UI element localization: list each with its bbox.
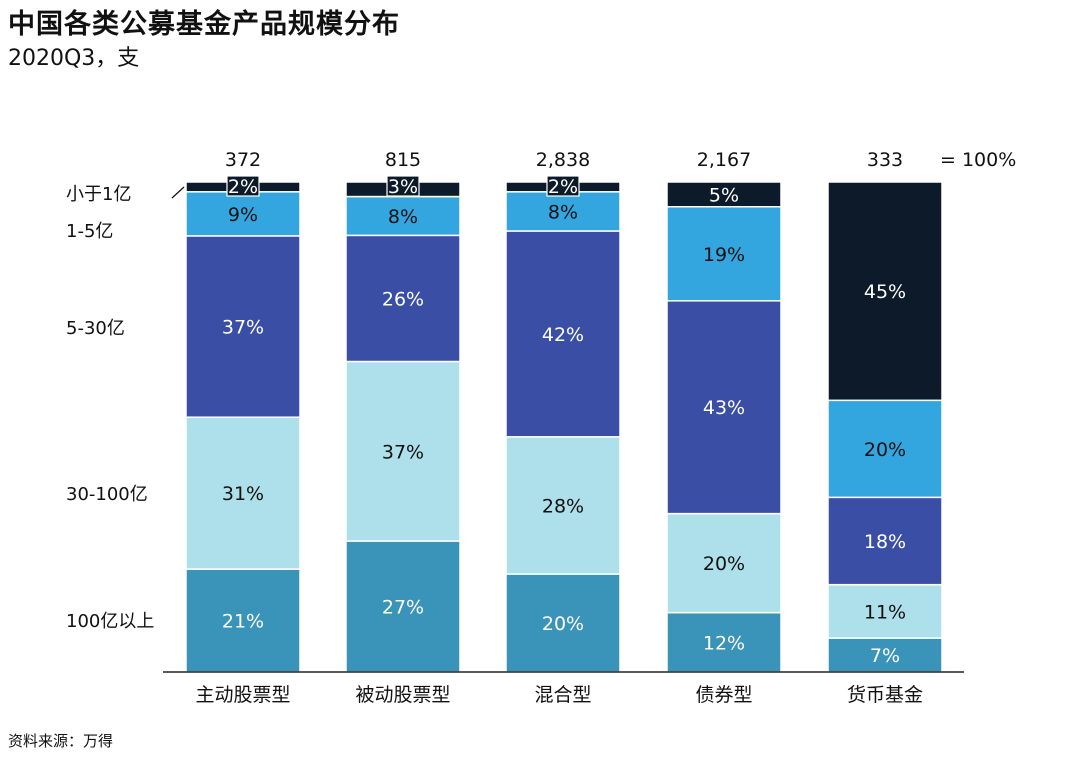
series-label: 1-5亿 (66, 221, 113, 242)
data-label: 8% (388, 206, 418, 228)
data-label: 42% (542, 324, 584, 346)
data-label: 21% (222, 611, 264, 633)
data-label: 20% (542, 613, 584, 635)
total-label: 372 (225, 149, 261, 171)
total-label: 333 (867, 149, 903, 171)
bar-segment (666, 181, 782, 208)
data-label: 45% (864, 281, 906, 303)
total-label: 2,838 (536, 149, 590, 171)
source-note: 资料来源：万得 (8, 732, 114, 750)
category-label: 被动股票型 (355, 684, 450, 706)
data-label: 8% (548, 201, 578, 223)
chart-title: 中国各类公募基金产品规模分布 (8, 9, 400, 40)
bar-segment (345, 234, 461, 363)
data-label: 9% (228, 204, 258, 226)
data-label: 2% (228, 176, 258, 198)
data-label-box (226, 175, 260, 197)
data-label: 3% (388, 176, 418, 198)
data-label: 18% (864, 531, 906, 553)
data-label: 31% (222, 483, 264, 505)
category-label: 主动股票型 (195, 684, 290, 706)
legend-leader-line (171, 186, 185, 199)
data-label: 37% (222, 317, 264, 339)
data-label: 20% (864, 439, 906, 461)
bar-segment (345, 360, 461, 542)
data-label: 7% (870, 645, 900, 667)
category-label: 货币基金 (847, 684, 923, 706)
bar-segment (505, 191, 621, 232)
total-suffix-label: = 100% (940, 149, 1016, 171)
bars-layer (185, 181, 943, 673)
total-label: 2,167 (697, 149, 751, 171)
data-label: 2% (548, 176, 578, 198)
category-label: 混合型 (534, 684, 591, 706)
data-label: 26% (382, 288, 424, 310)
bar-segment (505, 436, 621, 575)
bar-segment (827, 496, 943, 586)
series-label: 30-100亿 (66, 484, 148, 505)
data-label: 28% (542, 495, 584, 517)
bar-segment (505, 573, 621, 673)
data-label: 5% (709, 184, 739, 206)
category-label: 债券型 (695, 684, 752, 706)
data-label: 19% (703, 244, 745, 266)
bar-segment (827, 583, 943, 639)
data-label: 20% (703, 553, 745, 575)
bar-segment (827, 181, 943, 402)
bar-segment (345, 195, 461, 237)
chart-subtitle: 2020Q3，支 (8, 46, 140, 71)
total-label: 815 (385, 149, 421, 171)
series-label: 5-30亿 (66, 318, 125, 339)
data-label: 27% (382, 597, 424, 619)
bar-segment (185, 416, 301, 570)
bar-segment (666, 205, 782, 302)
data-label: 11% (864, 601, 906, 623)
bar-segment (505, 230, 621, 438)
data-label: 12% (703, 632, 745, 654)
labels-layer: 21% 31% 37% 9% 2% 372 主动股票型 27% 37% 26% 8% 3% 815 被动股… (66, 149, 1016, 706)
data-label: 37% (382, 441, 424, 463)
bar-segment (185, 235, 301, 418)
series-label: 100亿以上 (66, 611, 154, 632)
data-label-box (386, 175, 420, 197)
data-label-box (546, 175, 580, 197)
series-label: 小于1亿 (66, 184, 131, 205)
data-label: 43% (703, 397, 745, 419)
